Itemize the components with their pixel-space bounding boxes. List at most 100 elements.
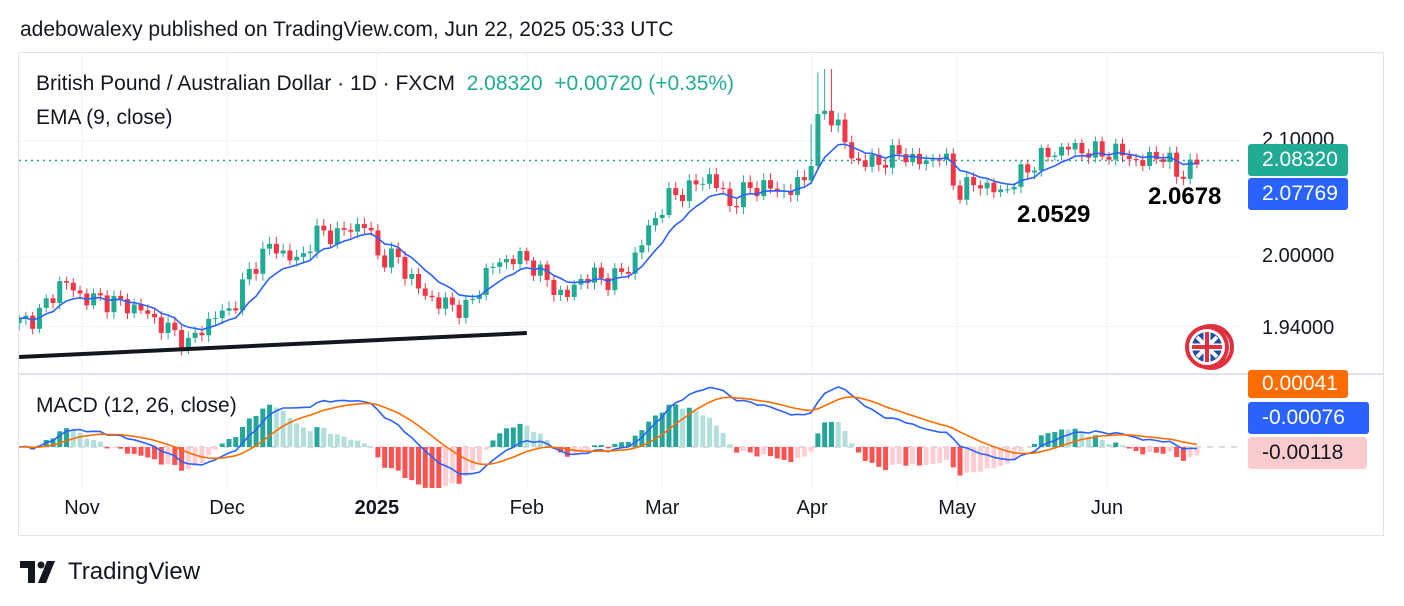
histogram-bar bbox=[937, 447, 943, 463]
ema-legend[interactable]: EMA (9, close) bbox=[36, 106, 173, 129]
candle-body bbox=[510, 258, 516, 265]
candle-body bbox=[1153, 151, 1159, 160]
published-caption: adebowalexy published on TradingView.com… bbox=[20, 18, 674, 41]
histogram-bar bbox=[77, 432, 83, 447]
histogram-bar bbox=[240, 426, 246, 447]
histogram-bar bbox=[267, 404, 273, 447]
histogram-bar bbox=[314, 427, 320, 447]
histogram-bar bbox=[212, 447, 218, 450]
histogram-bar bbox=[632, 435, 638, 447]
histogram-bar bbox=[1119, 445, 1125, 447]
candle-body bbox=[449, 297, 455, 305]
candle-body bbox=[849, 142, 855, 159]
candle-body bbox=[889, 145, 895, 168]
histogram-bar bbox=[483, 447, 489, 450]
histogram-bar bbox=[720, 432, 726, 447]
histogram-bar bbox=[564, 447, 570, 457]
candle-body bbox=[761, 180, 767, 197]
candle-body bbox=[856, 158, 862, 161]
candle-body bbox=[720, 188, 726, 190]
candle-body bbox=[686, 180, 692, 202]
histogram-bar bbox=[754, 447, 760, 457]
candle-body bbox=[1059, 146, 1065, 156]
candle-body bbox=[950, 153, 956, 186]
candle-body bbox=[1025, 164, 1031, 173]
candle-body bbox=[233, 308, 239, 311]
candle-body bbox=[1011, 186, 1017, 190]
histogram-bar bbox=[300, 427, 306, 447]
candle-body bbox=[470, 298, 476, 300]
candle-body bbox=[1160, 159, 1166, 163]
candle-body bbox=[172, 322, 178, 331]
histogram-bar bbox=[233, 437, 239, 447]
histogram-bar bbox=[761, 447, 767, 455]
candle-body bbox=[700, 183, 706, 185]
histogram-bar bbox=[226, 439, 232, 447]
histogram-bar bbox=[334, 434, 340, 447]
histogram-bar bbox=[903, 447, 909, 466]
candle-body bbox=[111, 295, 117, 313]
candle-body bbox=[551, 279, 557, 296]
histogram-bar bbox=[835, 422, 841, 447]
histogram-bar bbox=[1147, 447, 1153, 452]
candle-body bbox=[199, 332, 205, 336]
histogram-bar bbox=[321, 427, 327, 447]
histogram-bar bbox=[693, 410, 699, 447]
histogram-bar bbox=[1072, 428, 1078, 447]
candle-body bbox=[138, 304, 144, 311]
candle-body bbox=[652, 218, 658, 226]
candle-body bbox=[294, 256, 300, 261]
chart-frame[interactable] bbox=[18, 52, 1384, 536]
histogram-bar bbox=[1106, 444, 1112, 447]
candle-body bbox=[639, 245, 645, 253]
candle-body bbox=[341, 228, 347, 230]
histogram-bar bbox=[734, 447, 740, 453]
histogram-bar bbox=[429, 447, 435, 488]
candle-body bbox=[883, 164, 889, 168]
histogram-bar bbox=[246, 418, 252, 447]
candle-body bbox=[179, 330, 185, 351]
candle-body bbox=[483, 267, 489, 295]
candle-body bbox=[436, 297, 442, 309]
histogram-bar bbox=[774, 447, 780, 459]
histogram-bar bbox=[1160, 447, 1166, 454]
histogram-bar bbox=[592, 445, 598, 447]
candle-body bbox=[1180, 176, 1186, 179]
histogram-bar bbox=[930, 447, 936, 464]
candle-body bbox=[524, 251, 530, 261]
histogram-bar bbox=[422, 447, 428, 488]
histogram-bar bbox=[876, 447, 882, 467]
candle-body bbox=[937, 159, 943, 161]
histogram-bar bbox=[619, 442, 625, 447]
macd-legend[interactable]: MACD (12, 26, close) bbox=[36, 394, 237, 417]
histogram-bar bbox=[355, 440, 361, 447]
histogram-bar bbox=[124, 447, 130, 454]
histogram-bar bbox=[896, 447, 902, 465]
histogram-bar bbox=[1126, 447, 1132, 449]
candle-body bbox=[517, 251, 523, 265]
histogram-bar bbox=[984, 447, 990, 469]
histogram-bar bbox=[795, 447, 801, 459]
tradingview-logo[interactable]: TradingView bbox=[20, 558, 200, 586]
candle-body bbox=[1018, 164, 1024, 187]
histogram-bar bbox=[625, 441, 631, 447]
symbol-legend: British Pound / Australian Dollar · 1D ·… bbox=[36, 72, 734, 96]
candle-body bbox=[943, 153, 949, 160]
histogram-bar bbox=[910, 447, 916, 464]
histogram-bar bbox=[361, 443, 367, 447]
candle-body bbox=[273, 243, 279, 254]
candle-body bbox=[815, 114, 821, 166]
candle-body bbox=[131, 304, 137, 314]
histogram-bar bbox=[84, 438, 90, 447]
candle-body bbox=[1147, 151, 1153, 166]
candle-body bbox=[1065, 146, 1071, 150]
candle-body bbox=[422, 288, 428, 296]
candle-body bbox=[504, 258, 510, 263]
candle-body bbox=[212, 318, 218, 320]
candle-body bbox=[666, 188, 672, 215]
histogram-bar bbox=[531, 432, 537, 447]
macd-pane bbox=[19, 386, 1240, 488]
candle-body bbox=[564, 289, 570, 297]
histogram-bar bbox=[889, 447, 895, 465]
